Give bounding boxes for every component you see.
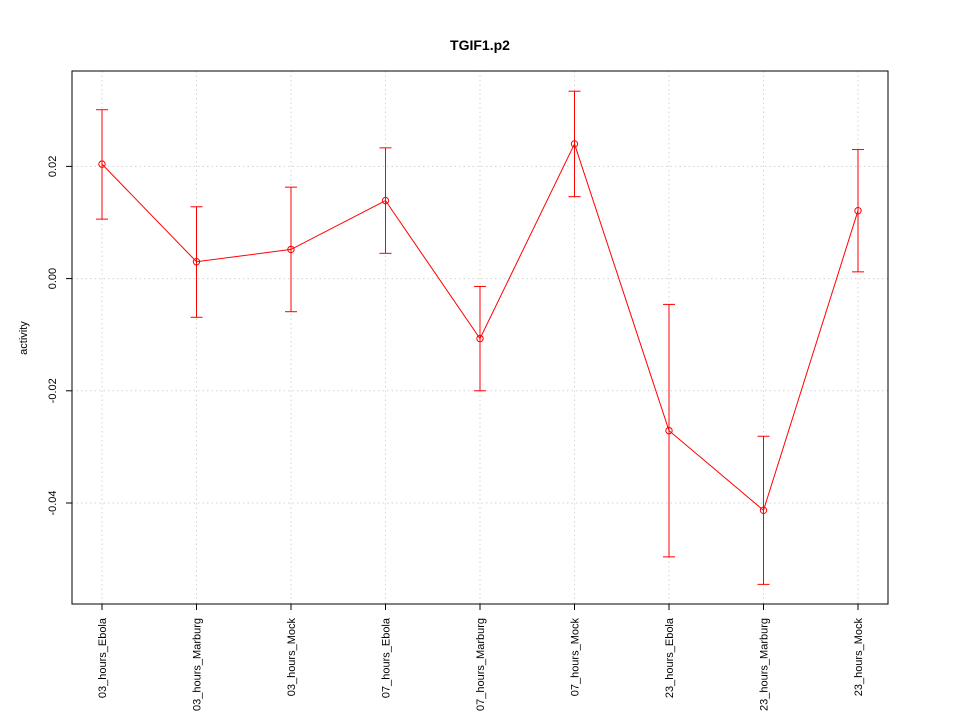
x-tick-label: 03_hours_Mock bbox=[286, 618, 298, 697]
data-point bbox=[381, 196, 390, 205]
x-tick-label: 23_hours_Marburg bbox=[759, 618, 771, 711]
y-tick-label: -0.02 bbox=[47, 378, 59, 403]
x-tick-label: 03_hours_Marburg bbox=[192, 618, 204, 711]
y-axis-label: activity bbox=[18, 321, 30, 355]
data-point bbox=[570, 140, 579, 148]
axis-layer: -0.04 -0.02 0.00 0.02 03_hours_Ebola 03_hours… bbox=[47, 156, 865, 711]
data-point bbox=[287, 245, 295, 254]
x-tick-label: 07_hours_Ebola bbox=[381, 617, 393, 698]
data-point bbox=[665, 426, 673, 435]
data-layer bbox=[96, 90, 864, 585]
x-tick-label: 07_hours_Marburg bbox=[475, 618, 487, 711]
data-point bbox=[98, 160, 106, 168]
y-tick-label: 0.02 bbox=[47, 156, 59, 177]
chart-title: TGIF1.p2 bbox=[450, 37, 510, 53]
data-point bbox=[759, 506, 768, 515]
y-tick-label: -0.04 bbox=[47, 490, 59, 515]
data-point bbox=[192, 258, 201, 266]
x-tick-label: 03_hours_Ebola bbox=[97, 617, 109, 698]
data-point bbox=[476, 334, 484, 343]
data-point bbox=[854, 207, 862, 215]
y-tick-label: 0.00 bbox=[47, 268, 59, 289]
x-tick-label: 07_hours_Mock bbox=[570, 618, 582, 697]
x-tick-label: 23_hours_Ebola bbox=[664, 617, 676, 698]
x-tick-label: 23_hours_Mock bbox=[853, 618, 865, 697]
